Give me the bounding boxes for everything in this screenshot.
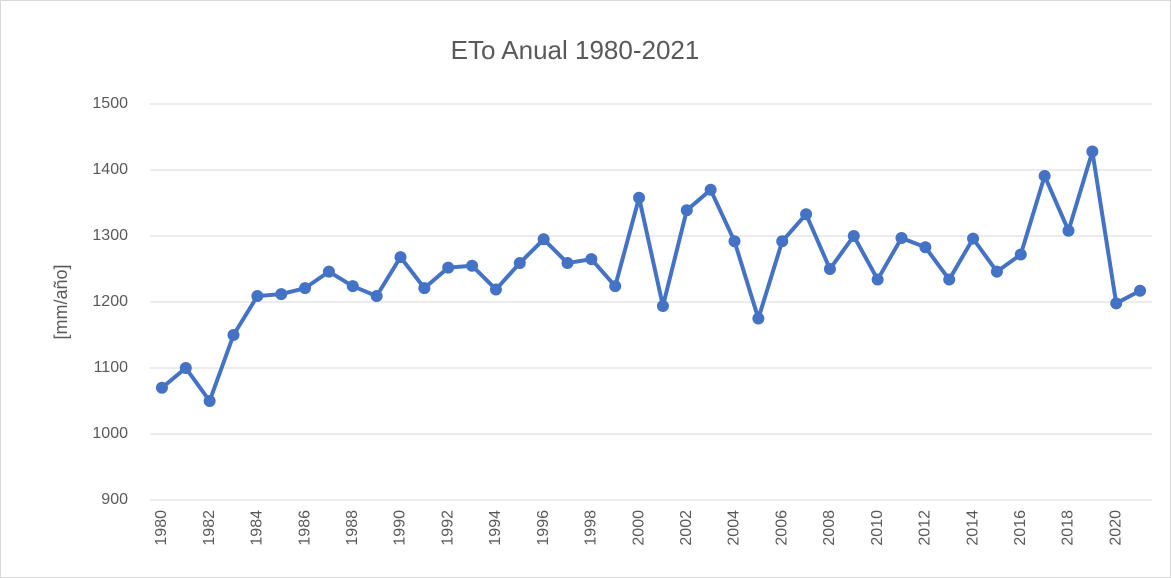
data-point — [1086, 145, 1099, 158]
y-tick-label: 1500 — [92, 95, 128, 112]
x-tick-label: 2004 — [726, 510, 743, 546]
chart-title: ETo Anual 1980-2021 — [451, 35, 700, 65]
data-point — [1110, 297, 1123, 310]
data-point — [346, 280, 359, 293]
data-point — [1038, 169, 1051, 182]
data-point — [322, 265, 335, 278]
x-tick-label: 1980 — [153, 510, 170, 546]
x-tick-label: 1994 — [487, 510, 504, 546]
data-point — [513, 257, 526, 270]
data-point — [418, 282, 431, 295]
data-point — [561, 257, 574, 270]
data-point — [943, 273, 956, 286]
x-tick-label: 1990 — [392, 510, 409, 546]
data-point — [155, 381, 168, 394]
x-tick-label: 1998 — [583, 510, 600, 546]
data-point — [585, 253, 598, 266]
y-tick-label: 1200 — [92, 293, 128, 310]
data-point — [728, 235, 741, 248]
x-tick-label: 1988 — [344, 510, 361, 546]
data-point — [275, 288, 288, 301]
data-point — [990, 265, 1003, 278]
x-tick-label: 2002 — [678, 510, 695, 546]
data-point — [680, 204, 693, 217]
y-tick-label: 1000 — [92, 425, 128, 442]
data-point — [656, 299, 669, 312]
y-tick-label: 1300 — [92, 227, 128, 244]
x-tick-label: 1984 — [249, 510, 266, 546]
x-tick-label: 1986 — [296, 510, 313, 546]
y-tick-label: 1100 — [94, 359, 129, 376]
x-tick-label: 2010 — [869, 510, 886, 546]
data-point — [299, 282, 312, 295]
x-tick-label: 2016 — [1012, 510, 1029, 546]
x-tick-label: 2012 — [917, 510, 934, 546]
data-point — [823, 263, 836, 275]
x-tick-label: 2018 — [1060, 510, 1077, 546]
data-point — [179, 362, 192, 374]
data-point — [895, 231, 908, 244]
data-point — [967, 232, 980, 245]
data-point — [1014, 248, 1027, 261]
x-tick-label: 1992 — [439, 510, 456, 546]
data-point — [227, 329, 240, 341]
data-point — [871, 273, 884, 286]
y-axis-label: [mm/año] — [51, 264, 71, 339]
x-tick-label: 1996 — [535, 510, 552, 546]
data-point — [919, 241, 932, 254]
data-point — [370, 290, 383, 303]
data-point — [1062, 224, 1075, 237]
x-tick-label: 1982 — [201, 510, 218, 546]
data-point — [609, 280, 622, 293]
data-point — [537, 233, 550, 246]
data-point — [442, 261, 455, 274]
y-tick-label: 900 — [101, 491, 128, 508]
data-point — [776, 235, 789, 248]
y-tick-label: 1400 — [92, 161, 128, 178]
data-point — [847, 230, 860, 242]
data-point — [203, 395, 216, 407]
x-tick-label: 2000 — [630, 510, 647, 546]
data-point — [633, 191, 646, 204]
data-point — [251, 290, 264, 303]
data-point — [466, 259, 479, 272]
data-point — [489, 283, 502, 296]
x-tick-label: 2006 — [773, 510, 790, 546]
x-tick-label: 2014 — [964, 510, 981, 546]
data-point — [752, 312, 765, 325]
data-point — [704, 183, 717, 196]
data-point — [1134, 284, 1147, 297]
x-tick-label: 2008 — [821, 510, 838, 546]
x-tick-label: 2020 — [1107, 510, 1124, 546]
data-point — [800, 208, 813, 221]
data-point — [394, 251, 407, 264]
